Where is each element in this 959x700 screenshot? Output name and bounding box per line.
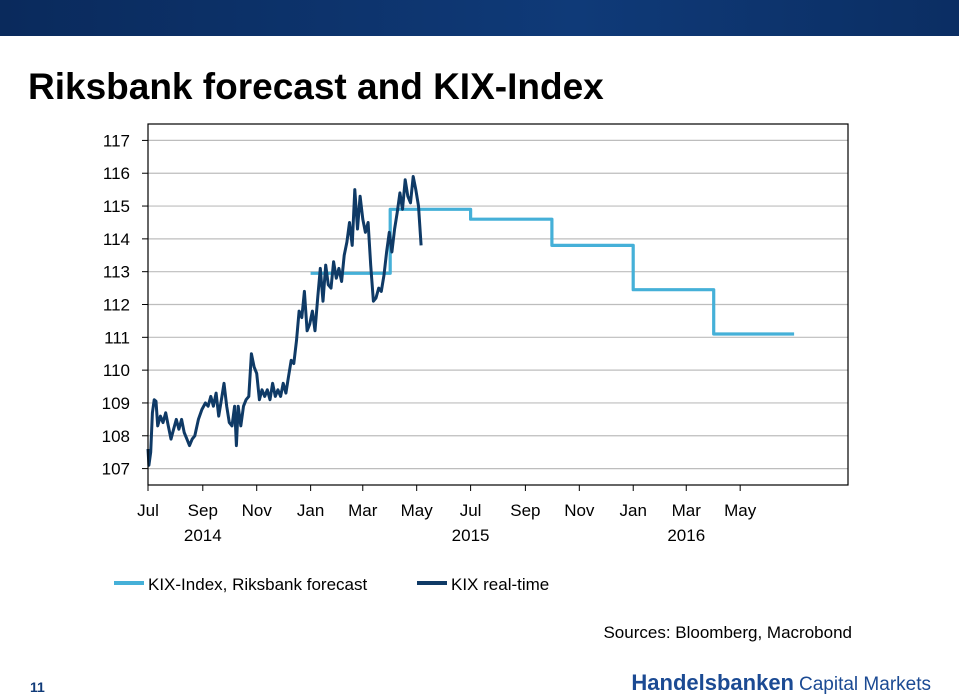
y-tick-label: 108: [102, 427, 130, 446]
x-tick-label: May: [401, 501, 434, 520]
y-tick-label: 114: [103, 230, 130, 249]
y-tick-label: 110: [103, 361, 130, 380]
legend: KIX-Index, Riksbank forecast KIX real-tim…: [114, 575, 549, 594]
y-tick-label: 117: [103, 131, 130, 150]
x-tick-label: Sep: [188, 501, 218, 520]
x-year-label: 2016: [667, 526, 705, 545]
axes: 107 108 109 110 111 112 113 114 115 116 117 Jul Sep N…: [102, 131, 757, 545]
x-tick-label: May: [724, 501, 757, 520]
y-tick-label: 112: [103, 296, 130, 315]
y-tick-label: 113: [103, 263, 130, 282]
company-logo: Handelsbanken Capital Markets: [631, 670, 931, 696]
x-tick-label: Mar: [348, 501, 378, 520]
series-line-kix-real-time: [146, 175, 423, 467]
page-number: 11: [30, 679, 45, 695]
x-year-label: 2015: [452, 526, 490, 545]
x-year-label: 2014: [184, 526, 222, 545]
x-tick-label: Mar: [672, 501, 702, 520]
top-band: [0, 0, 959, 36]
x-tick-label: Nov: [564, 501, 595, 520]
y-tick-label: 111: [104, 328, 130, 347]
x-tick-label: Jan: [620, 501, 647, 520]
kix-chart: 107 108 109 110 111 112 113 114 115 116 117 Jul Sep N…: [102, 123, 849, 594]
x-tick-label: Nov: [242, 501, 273, 520]
x-tick-label: Sep: [510, 501, 540, 520]
sources-note: Sources: Bloomberg, Macrobond: [603, 623, 852, 642]
legend-label: KIX real-time: [451, 575, 549, 594]
grid-lines: [148, 139, 848, 470]
y-tick-label: 115: [103, 197, 130, 216]
y-tick-label: 109: [102, 394, 130, 413]
series-lines: [146, 175, 795, 467]
slide-title: Riksbank forecast and KIX-Index: [28, 66, 604, 107]
x-tick-label: Jan: [297, 501, 324, 520]
logo-subtitle: Capital Markets: [799, 674, 931, 695]
y-tick-label: 107: [102, 460, 130, 479]
y-tick-label: 116: [103, 164, 130, 183]
series-line-riksbank-forecast: [310, 207, 795, 336]
legend-label: KIX-Index, Riksbank forecast: [148, 575, 367, 594]
logo-brand: Handelsbanken: [631, 670, 794, 695]
x-tick-label: Jul: [460, 501, 482, 520]
x-tick-label: Jul: [137, 501, 159, 520]
